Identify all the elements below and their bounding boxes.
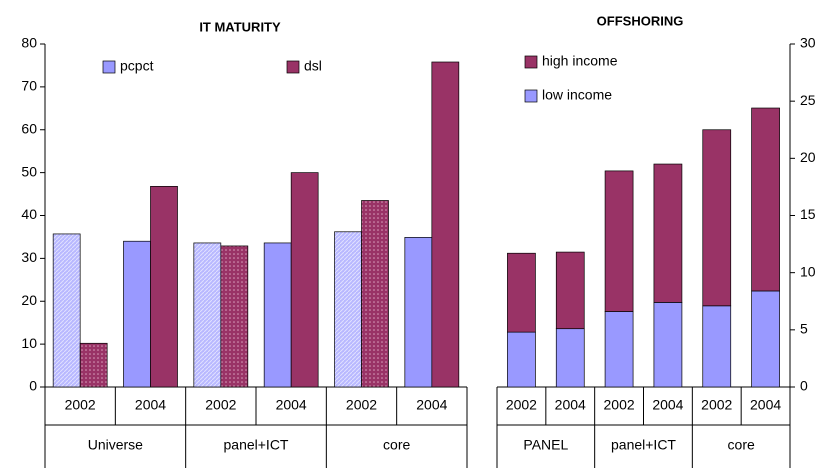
y-tick-label: 10 [800,263,816,279]
bar [334,231,362,388]
x-tick-label: 2004 [276,397,307,413]
bar [263,242,292,388]
y-tick-label: 10 [21,335,37,351]
group-label: panel+ICT [224,437,289,453]
bar [79,342,108,388]
x-tick-label: 2002 [604,397,635,413]
x-tick-label: 2002 [506,397,537,413]
y-tick-label: 80 [21,35,37,51]
group-label: panel+ICT [611,437,676,453]
bar-segment [507,252,536,333]
y-tick-label: 0 [800,378,808,394]
y-tick-label: 40 [21,206,37,222]
group-label: Universe [88,437,143,453]
bar-segment [555,251,585,330]
bar [193,242,222,388]
bar-segment [604,311,634,388]
x-tick-label: 2004 [135,397,166,413]
group-label: core [728,437,755,453]
bar [290,172,319,388]
legend-swatch [102,60,116,74]
bar [361,200,389,388]
y-tick-label: 15 [800,206,816,222]
group-label: PANEL [523,437,568,453]
legend-label: low income [542,87,612,103]
bar-segment [702,129,732,307]
legend-swatch [524,55,538,69]
legend-swatch [286,60,300,74]
x-tick-label: 2002 [701,397,732,413]
legend-swatch [524,89,538,103]
bar [431,61,460,388]
x-tick-label: 2002 [65,397,96,413]
bar-segment [604,170,634,312]
x-tick-label: 2004 [555,397,586,413]
bar [123,240,151,388]
legend-label: pcpct [120,58,154,74]
bar [220,245,249,388]
bar-segment [751,107,780,292]
bar [52,233,81,388]
y-tick-label: 25 [800,92,816,108]
y-tick-label: 50 [21,163,37,179]
x-tick-label: 2004 [416,397,447,413]
x-tick-label: 2004 [652,397,683,413]
y-tick-label: 60 [21,120,37,136]
x-tick-label: 2002 [205,397,236,413]
x-tick-label: 2004 [750,397,781,413]
legend-label: dsl [304,58,322,74]
y-tick-label: 20 [800,149,816,165]
bar [150,185,178,388]
bar-segment [702,305,732,388]
chart-title: OFFSHORING [597,13,684,28]
chart-title: IT MATURITY [199,19,281,34]
y-tick-label: 30 [800,35,816,51]
y-tick-label: 70 [21,78,37,94]
bar [404,237,433,388]
bar-segment [751,290,780,388]
bar-segment [653,163,683,303]
y-tick-label: 5 [800,321,808,337]
legend-label: high income [542,53,618,69]
y-tick-label: 20 [21,292,37,308]
y-tick-label: 0 [29,378,37,394]
x-tick-label: 2002 [346,397,377,413]
bar-segment [653,302,683,388]
group-label: core [383,437,410,453]
bar-segment [507,331,536,388]
bar-segment [555,328,585,388]
y-tick-label: 30 [21,249,37,265]
